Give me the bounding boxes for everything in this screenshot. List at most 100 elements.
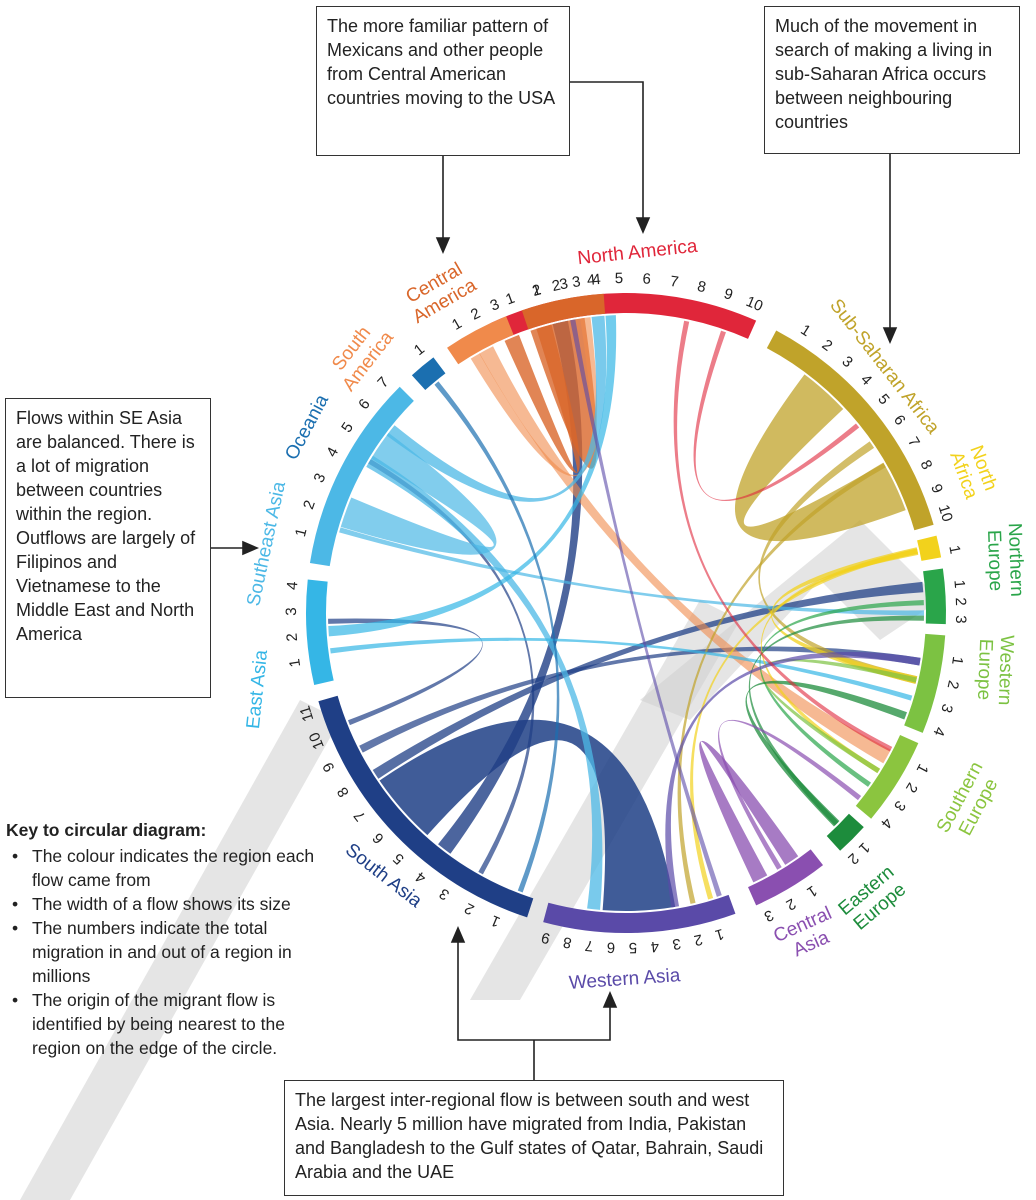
tick-label: 1 bbox=[948, 655, 966, 666]
tick-label: 2 bbox=[462, 899, 477, 918]
tick-label: 4 bbox=[592, 271, 602, 289]
tick-label: 10 bbox=[935, 503, 956, 524]
tick-label: 2 bbox=[902, 780, 921, 796]
flow-oceania-to-south-asia bbox=[434, 381, 560, 893]
tick-label: 2 bbox=[300, 498, 319, 511]
tick-label: 7 bbox=[669, 273, 680, 291]
tick-label: 4 bbox=[650, 937, 660, 955]
tick-label: 2 bbox=[692, 930, 704, 948]
arrow-right-icon bbox=[242, 540, 260, 556]
tick-label: 1 bbox=[913, 761, 932, 776]
tick-label: 3 bbox=[436, 885, 452, 904]
tick-label: 1 bbox=[488, 912, 502, 931]
tick-label: 3 bbox=[558, 275, 569, 293]
region-label-north-america: North America bbox=[576, 236, 698, 270]
flow-central-america-to-north-america bbox=[504, 324, 580, 473]
tick-label: 6 bbox=[369, 829, 387, 847]
arrow-down-icon bbox=[882, 327, 898, 345]
tick-label: 5 bbox=[874, 391, 892, 408]
region-label-northern-europe: NorthernEurope bbox=[983, 523, 1028, 598]
callout-southeast-asia: Flows within SE Asia are balanced. There… bbox=[5, 398, 211, 698]
tick-label: 9 bbox=[722, 285, 735, 304]
tick-label: 2 bbox=[944, 679, 962, 691]
tick-label: 1 bbox=[804, 882, 820, 901]
region-arc-eastern-europe bbox=[826, 813, 864, 851]
tick-label: 5 bbox=[615, 270, 624, 287]
tick-label: 4 bbox=[929, 725, 948, 739]
tick-label: 2 bbox=[819, 336, 836, 355]
tick-label: 9 bbox=[320, 759, 339, 774]
key-item: The width of a flow shows its size bbox=[6, 892, 326, 916]
tick-label: 3 bbox=[952, 615, 969, 624]
tick-label: 2 bbox=[844, 849, 862, 867]
tick-label: 3 bbox=[838, 353, 856, 371]
flow-south-asia-to-western-asia bbox=[379, 719, 676, 911]
arrow-up-icon bbox=[450, 925, 466, 943]
region-label-central-america: CentralAmerica bbox=[399, 257, 481, 328]
tick-label: 3 bbox=[890, 797, 909, 814]
tick-label: 6 bbox=[642, 270, 651, 287]
region-label-western-asia: Western Asia bbox=[568, 965, 681, 994]
region-arc-northern-europe bbox=[923, 568, 946, 625]
region-arc-southeast-asia bbox=[309, 386, 414, 567]
tick-label: 3 bbox=[488, 296, 502, 315]
tick-label: 4 bbox=[323, 444, 342, 459]
region-label-southern-europe: SouthernEurope bbox=[933, 758, 1006, 846]
region-arc-central-america bbox=[521, 293, 606, 330]
flow-southeast-asia-to-western-asia bbox=[366, 455, 603, 910]
tick-label: 1 bbox=[449, 315, 465, 334]
callout-central-america-flow: The more familiar pattern of Mexicans an… bbox=[316, 6, 570, 156]
tick-label: 3 bbox=[310, 471, 329, 485]
tick-label: 8 bbox=[562, 933, 573, 951]
region-arc-western-asia bbox=[543, 894, 736, 934]
tick-label: 3 bbox=[571, 273, 582, 291]
tick-label: 1 bbox=[945, 544, 963, 555]
arrow-up-icon bbox=[602, 990, 618, 1008]
tick-label: 8 bbox=[334, 784, 353, 800]
tick-label: 10 bbox=[743, 293, 765, 315]
region-label-eastern-europe: EasternEurope bbox=[835, 862, 912, 936]
region-arc-south-america bbox=[447, 316, 514, 365]
key-title: Key to circular diagram: bbox=[6, 820, 207, 840]
tick-label: 2 bbox=[550, 277, 562, 295]
region-label-western-europe: WesternEurope bbox=[973, 634, 1017, 706]
flow-eastern-europe-to-northern-europe bbox=[748, 615, 924, 826]
region-arcs-group bbox=[305, 293, 946, 934]
tick-label: 1 bbox=[855, 839, 873, 857]
flows-group bbox=[328, 315, 924, 911]
tick-label: 4 bbox=[877, 814, 895, 831]
tick-label: 1 bbox=[292, 526, 311, 538]
tick-label: 9 bbox=[927, 482, 946, 496]
tick-label: 1 bbox=[286, 658, 304, 669]
tick-label: 7 bbox=[351, 807, 370, 824]
tick-label: 6 bbox=[355, 396, 373, 413]
tick-label: 8 bbox=[696, 278, 708, 296]
region-arc-oceania bbox=[411, 357, 446, 391]
tick-label: 4 bbox=[284, 581, 302, 591]
region-label-north-africa: NorthAfrica bbox=[945, 442, 1001, 502]
tick-label: 1 bbox=[797, 321, 813, 340]
tick-label: 4 bbox=[857, 371, 875, 389]
tick-label: 5 bbox=[338, 419, 357, 435]
diagram-key: Key to circular diagram: The colour indi… bbox=[6, 818, 326, 1060]
region-arc-north-africa bbox=[917, 535, 942, 561]
flow-central-asia-to-central-asia bbox=[699, 740, 799, 883]
flow-east-asia-to-western-europe bbox=[330, 637, 913, 701]
tick-label: 7 bbox=[904, 434, 923, 450]
tick-label: 11 bbox=[296, 704, 317, 724]
region-label-central-asia: CentralAsia bbox=[771, 903, 844, 966]
tick-label: 4 bbox=[586, 271, 596, 289]
flow-south-america-to-north-america bbox=[470, 317, 598, 477]
tick-label: 7 bbox=[584, 937, 594, 955]
region-arc-sub-saharan-africa bbox=[766, 330, 934, 531]
tick-label: 8 bbox=[917, 457, 936, 472]
tick-label: 10 bbox=[306, 730, 328, 752]
tick-label: 7 bbox=[374, 374, 392, 392]
tick-label: 3 bbox=[937, 702, 956, 715]
flow-western-asia-to-north-america bbox=[570, 319, 722, 897]
tick-label: 2 bbox=[284, 633, 302, 643]
flow-south-asia-to-east-asia bbox=[328, 618, 483, 726]
tick-label: 6 bbox=[890, 412, 909, 429]
tick-label: 3 bbox=[671, 935, 682, 953]
